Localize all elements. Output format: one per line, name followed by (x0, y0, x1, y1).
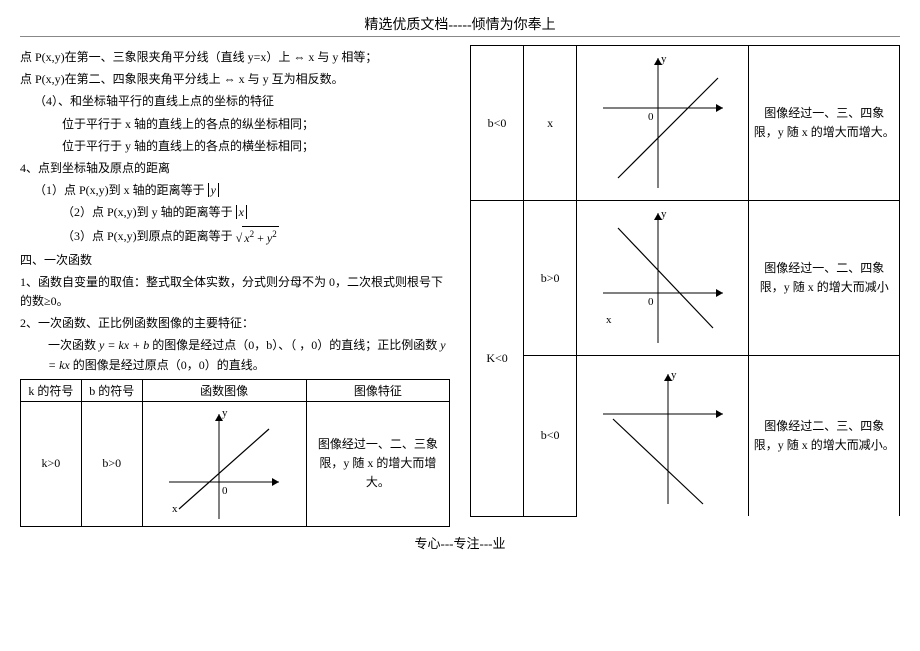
svg-text:0: 0 (648, 296, 654, 308)
page-header: 精选优质文档-----倾情为你奉上 (20, 14, 900, 34)
left-column: 点 P(x,y)在第一、三象限夹角平分线（直线 y=x）上 ⇔ x 与 y 相等… (20, 45, 450, 527)
graph-cell: y (577, 356, 749, 517)
svg-text:0: 0 (648, 111, 654, 123)
graph-desc: 图像经过一、三、四象限，y 随 x 的增大而增大。 (749, 46, 900, 201)
graph-cell: y 0 (577, 46, 749, 201)
text-line: 4、点到坐标轴及原点的距离 (20, 159, 450, 178)
graph-cell: y 0 x (577, 201, 749, 356)
svg-text:y: y (222, 407, 228, 419)
text-line: （3）点 P(x,y)到原点的距离等于 √x2 + y2 (20, 226, 450, 248)
svg-text:0: 0 (222, 485, 228, 497)
linear-graph-icon: y 0 (588, 48, 738, 198)
b-sign: b<0 (524, 356, 577, 517)
graph-desc: 图像经过一、二、四象限，y 随 x 的增大而减小 (749, 201, 900, 356)
header-rule (20, 36, 900, 37)
graph-desc: 图像经过一、二、三象限，y 随 x 的增大而增大。 (306, 401, 449, 526)
text-line: 一次函数 y = kx + b 的图像是经过点（0，b）、（ ，0）的直线；正比… (20, 336, 450, 374)
text-line: （2）点 P(x,y)到 y 轴的距离等于 x (20, 203, 450, 222)
x-label: x (524, 46, 577, 201)
linear-graph-icon: y (588, 364, 738, 514)
text-line: 2、一次函数、正比例函数图像的主要特征： (20, 314, 450, 333)
linear-graph-icon: y x 0 (154, 404, 294, 524)
text-line: （4）、和坐标轴平行的直线上点的坐标的特征 (20, 92, 450, 111)
text-line: 位于平行于 y 轴的直线上的各点的横坐标相同； (20, 137, 450, 156)
col-header: 函数图像 (142, 379, 306, 401)
text-line: 四、一次函数 (20, 251, 450, 270)
b-sign: b>0 (524, 201, 577, 356)
b-sign: b<0 (471, 46, 524, 201)
page-footer: 专心---专注---业 (20, 533, 900, 552)
svg-text:y: y (661, 208, 667, 220)
text-line: （1）点 P(x,y)到 x 轴的距离等于 y (20, 181, 450, 200)
left-table: k 的符号 b 的符号 函数图像 图像特征 k>0 b>0 (20, 379, 450, 527)
b-sign: b>0 (81, 401, 142, 526)
svg-text:y: y (671, 369, 677, 381)
k-sign: K<0 (471, 201, 524, 517)
svg-text:y: y (661, 53, 667, 65)
linear-graph-icon: y 0 x (588, 203, 738, 353)
col-header: k 的符号 (21, 379, 82, 401)
graph-desc: 图像经过二、三、四象限，y 随 x 的增大而减小。 (749, 356, 900, 517)
right-table: b<0 x y 0 图像经过 (470, 45, 900, 517)
graph-cell: y x 0 (142, 401, 306, 526)
right-column: b<0 x y 0 图像经过 (470, 45, 900, 527)
col-header: 图像特征 (306, 379, 449, 401)
text-line: 位于平行于 x 轴的直线上的各点的纵坐标相同； (20, 115, 450, 134)
svg-text:x: x (606, 314, 612, 326)
text-line: 点 P(x,y)在第一、三象限夹角平分线（直线 y=x）上 ⇔ x 与 y 相等… (20, 48, 450, 67)
svg-text:x: x (172, 503, 178, 515)
col-header: b 的符号 (81, 379, 142, 401)
k-sign: k>0 (21, 401, 82, 526)
text-line: 点 P(x,y)在第二、四象限夹角平分线上 ⇔ x 与 y 互为相反数。 (20, 70, 450, 89)
text-line: 1、函数自变量的取值：整式取全体实数，分式则分母不为 0，二次根式则根号下的数≥… (20, 273, 450, 311)
